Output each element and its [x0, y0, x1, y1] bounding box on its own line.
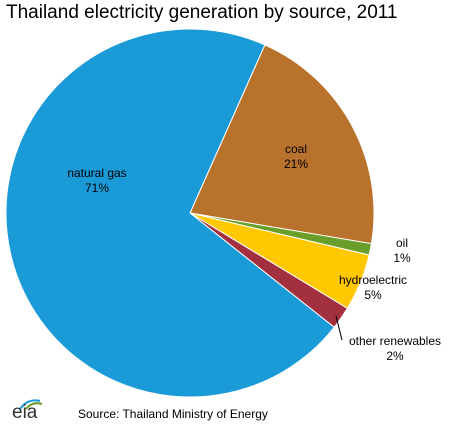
- slice-value-label: 5%: [364, 288, 382, 302]
- pie-slice-natural-gas: [5, 28, 335, 398]
- leader-line-other-renewables: [335, 315, 343, 341]
- eia-logo-text: eia: [12, 402, 38, 423]
- slice-name-label: natural gas: [67, 166, 126, 180]
- slice-value-label: 2%: [386, 349, 404, 363]
- slice-value-label: 71%: [85, 181, 109, 195]
- chart-title: Thailand electricity generation by sourc…: [6, 2, 398, 23]
- slice-name-label: coal: [285, 142, 307, 156]
- footer: eia Source: Thailand Ministry of Energy: [12, 398, 268, 428]
- pie-slice-coal: [189, 44, 375, 245]
- slice-name-label: other renewables: [349, 334, 441, 348]
- slice-value-label: 21%: [284, 157, 308, 171]
- slice-name-label: hydroelectric: [339, 273, 407, 287]
- slice-name-label: oil: [396, 236, 408, 250]
- pie-slices: [5, 28, 375, 398]
- leader-lines: [335, 315, 343, 341]
- source-note: Source: Thailand Ministry of Energy: [78, 407, 268, 421]
- eia-logo: eia: [12, 398, 64, 428]
- slice-value-label: 1%: [393, 251, 411, 265]
